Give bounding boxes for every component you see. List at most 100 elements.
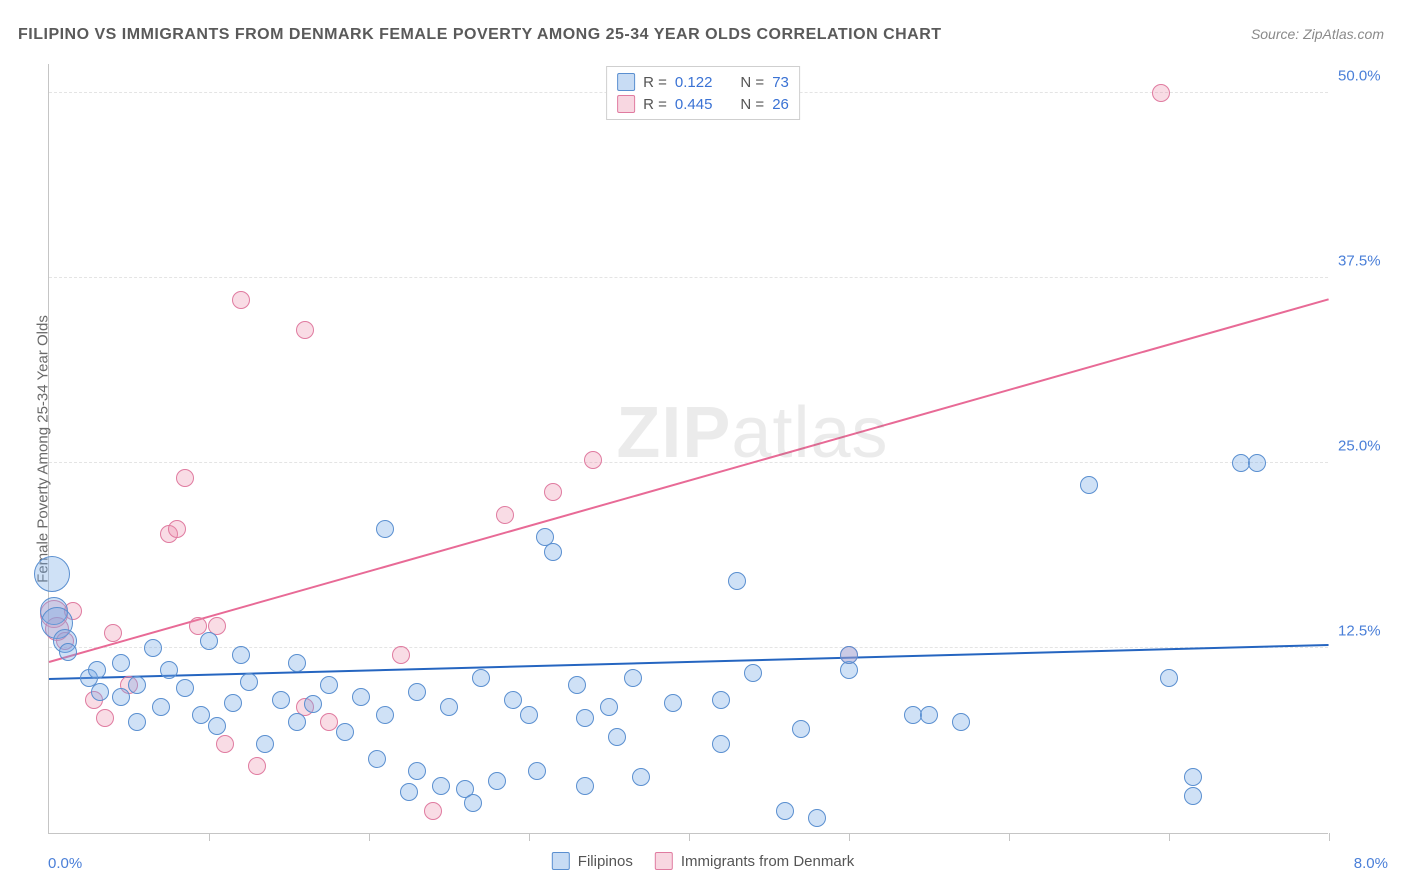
scatter-point-filipino	[128, 713, 146, 731]
scatter-point-filipino	[352, 688, 370, 706]
legend-series-label: Filipinos	[578, 853, 633, 870]
scatter-point-filipino	[320, 676, 338, 694]
scatter-point-filipino	[208, 717, 226, 735]
scatter-point-denmark	[1152, 84, 1170, 102]
scatter-point-denmark	[96, 709, 114, 727]
scatter-point-filipino	[952, 713, 970, 731]
scatter-point-filipino	[728, 572, 746, 590]
legend-swatch-blue	[617, 73, 635, 91]
scatter-point-filipino	[608, 728, 626, 746]
scatter-point-filipino	[400, 783, 418, 801]
scatter-point-filipino	[528, 762, 546, 780]
scatter-point-filipino	[34, 556, 70, 592]
trend-line-pink	[49, 298, 1330, 663]
scatter-point-filipino	[624, 669, 642, 687]
scatter-point-filipino	[112, 654, 130, 672]
scatter-point-filipino	[144, 639, 162, 657]
scatter-point-filipino	[488, 772, 506, 790]
y-tick-label: 50.0%	[1338, 67, 1398, 84]
scatter-point-filipino	[1080, 476, 1098, 494]
legend-swatch-pink	[617, 95, 635, 113]
scatter-point-filipino	[376, 706, 394, 724]
scatter-point-denmark	[216, 735, 234, 753]
scatter-point-filipino	[272, 691, 290, 709]
scatter-point-filipino	[544, 543, 562, 561]
scatter-point-denmark	[168, 520, 186, 538]
scatter-point-filipino	[840, 646, 858, 664]
x-tick	[689, 833, 690, 841]
scatter-point-denmark	[104, 624, 122, 642]
x-tick	[369, 833, 370, 841]
scatter-point-filipino	[288, 654, 306, 672]
y-axis-label: Female Poverty Among 25-34 Year Olds	[35, 315, 52, 583]
scatter-point-filipino	[632, 768, 650, 786]
scatter-point-filipino	[240, 673, 258, 691]
scatter-point-filipino	[408, 762, 426, 780]
scatter-point-filipino	[59, 643, 77, 661]
legend-r-value: 0.122	[675, 74, 713, 91]
scatter-point-filipino	[376, 520, 394, 538]
scatter-point-filipino	[224, 694, 242, 712]
scatter-point-filipino	[1248, 454, 1266, 472]
scatter-point-filipino	[1160, 669, 1178, 687]
legend-n-label: N =	[740, 96, 764, 113]
scatter-point-filipino	[160, 661, 178, 679]
series-legend: Filipinos Immigrants from Denmark	[552, 852, 854, 870]
x-axis-end-label: 8.0%	[1354, 855, 1388, 872]
x-tick	[1009, 833, 1010, 841]
scatter-point-filipino	[336, 723, 354, 741]
scatter-point-filipino	[664, 694, 682, 712]
scatter-point-denmark	[232, 291, 250, 309]
scatter-point-filipino	[808, 809, 826, 827]
scatter-point-filipino	[504, 691, 522, 709]
x-tick	[849, 833, 850, 841]
legend-n-value: 73	[772, 74, 789, 91]
scatter-point-filipino	[91, 683, 109, 701]
scatter-point-filipino	[712, 735, 730, 753]
legend-n-value: 26	[772, 96, 789, 113]
scatter-point-filipino	[288, 713, 306, 731]
scatter-point-denmark	[320, 713, 338, 731]
correlation-legend: R = 0.122 N = 73 R = 0.445 N = 26	[606, 66, 800, 120]
scatter-point-filipino	[576, 709, 594, 727]
scatter-point-filipino	[408, 683, 426, 701]
scatter-plot-area: Female Poverty Among 25-34 Year Olds ZIP…	[48, 64, 1328, 834]
scatter-point-filipino	[712, 691, 730, 709]
scatter-point-denmark	[296, 321, 314, 339]
x-axis-origin-label: 0.0%	[48, 855, 82, 872]
scatter-point-filipino	[88, 661, 106, 679]
scatter-point-filipino	[920, 706, 938, 724]
legend-row: R = 0.122 N = 73	[617, 71, 789, 93]
scatter-point-filipino	[744, 664, 762, 682]
scatter-point-denmark	[584, 451, 602, 469]
scatter-point-filipino	[1184, 787, 1202, 805]
scatter-point-filipino	[432, 777, 450, 795]
scatter-point-denmark	[176, 469, 194, 487]
scatter-point-filipino	[200, 632, 218, 650]
scatter-point-filipino	[520, 706, 538, 724]
legend-r-label: R =	[643, 96, 667, 113]
source-attribution: Source: ZipAtlas.com	[1251, 26, 1384, 42]
x-tick	[209, 833, 210, 841]
scatter-point-filipino	[576, 777, 594, 795]
scatter-point-filipino	[304, 695, 322, 713]
scatter-point-filipino	[176, 679, 194, 697]
scatter-point-denmark	[424, 802, 442, 820]
legend-item: Filipinos	[552, 852, 633, 870]
legend-n-label: N =	[740, 74, 764, 91]
scatter-point-filipino	[792, 720, 810, 738]
scatter-point-denmark	[544, 483, 562, 501]
legend-row: R = 0.445 N = 26	[617, 93, 789, 115]
scatter-point-filipino	[368, 750, 386, 768]
scatter-point-filipino	[192, 706, 210, 724]
legend-r-label: R =	[643, 74, 667, 91]
scatter-point-denmark	[496, 506, 514, 524]
legend-r-value: 0.445	[675, 96, 713, 113]
x-tick	[1329, 833, 1330, 841]
legend-series-label: Immigrants from Denmark	[681, 853, 854, 870]
y-tick-label: 25.0%	[1338, 437, 1398, 454]
gridline	[49, 277, 1328, 278]
scatter-point-filipino	[440, 698, 458, 716]
legend-swatch-pink	[655, 852, 673, 870]
y-tick-label: 12.5%	[1338, 622, 1398, 639]
